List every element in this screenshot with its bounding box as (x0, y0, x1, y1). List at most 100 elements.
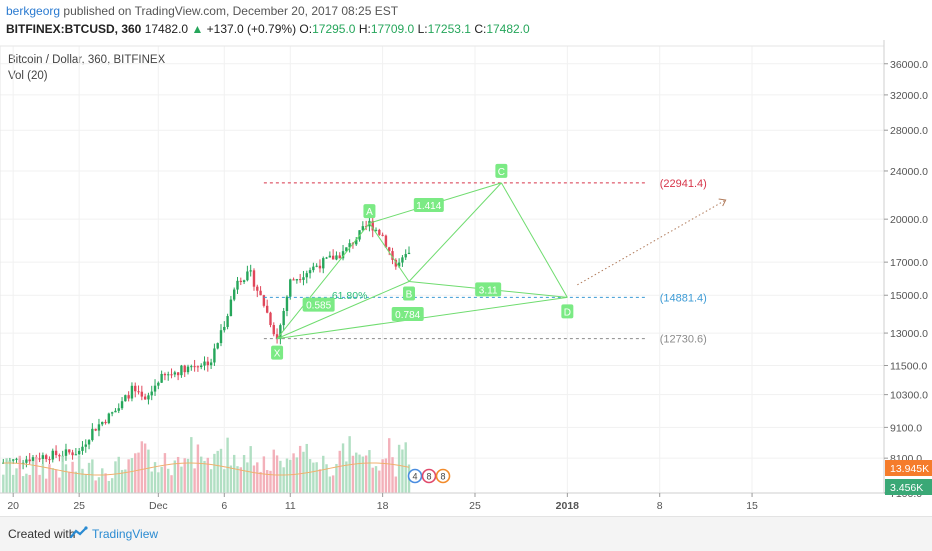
symbol-label[interactable]: BITFINEX:BTCUSD, 360 (6, 22, 142, 36)
candle-body (259, 290, 262, 296)
volume-bar (117, 456, 120, 493)
candle-body (328, 255, 332, 258)
candle-body (371, 220, 374, 231)
volume-event-digit: 8 (441, 472, 446, 482)
pattern-point-marker (561, 304, 574, 319)
publish-info: published on TradingView.com, December 2… (63, 4, 399, 18)
candle-body (246, 271, 249, 281)
candle-body (54, 450, 58, 456)
volume-bar (25, 473, 28, 493)
candle-body (262, 295, 266, 306)
candle-body (134, 385, 137, 392)
price-chart[interactable]: (22941.4) (14881.4) (12730.6) X A B C D 1.414 61.… (0, 40, 932, 516)
candle-body (11, 459, 15, 461)
candle-body (209, 362, 213, 366)
candle-body (203, 361, 206, 366)
author-link[interactable]: berkgeorg (6, 4, 61, 18)
volume-bar (292, 453, 295, 493)
volume-bar (180, 466, 183, 493)
open-value: 17295.0 (312, 22, 356, 36)
volume-bar (246, 462, 249, 493)
candle-body (21, 462, 25, 464)
volume-bar (21, 476, 25, 493)
pattern-ratio-label: 1.414 (416, 201, 441, 212)
candle-body (120, 401, 124, 409)
volume-bar (110, 478, 114, 493)
chart-header: berkgeorg published on TradingView.com, … (0, 0, 932, 40)
volume-bar (170, 475, 173, 493)
candle-body (394, 259, 398, 267)
candle-body (269, 312, 272, 326)
candle-body (25, 459, 28, 463)
candle-body (140, 391, 144, 397)
candle-body (124, 395, 127, 402)
candle-body (374, 229, 378, 231)
candle-body (322, 258, 325, 269)
candle-body (282, 311, 285, 326)
ohlc-line: BITFINEX:BTCUSD, 360 17482.0 ▲ +137.0 (+… (6, 22, 530, 36)
y-tick-label: 24000.0 (890, 166, 928, 178)
candle-body (355, 239, 358, 245)
volume-bar (124, 469, 127, 493)
candle-body (219, 330, 223, 344)
candle-body (110, 412, 114, 414)
candle-body (28, 459, 31, 462)
pattern-point-label: A (366, 207, 373, 218)
tradingview-brand-link[interactable]: TradingView (92, 527, 159, 541)
volume-bar (256, 462, 259, 493)
volume-bar (11, 474, 15, 493)
volume-bar (51, 468, 54, 493)
candle-body (167, 374, 170, 376)
volume-bar (74, 471, 78, 493)
volume-bar (361, 456, 365, 493)
pattern-ratio-label: 0.585 (306, 301, 331, 312)
candle-body (213, 348, 216, 363)
volume-bar (203, 460, 206, 493)
candle-body (331, 255, 335, 260)
candle-body (229, 299, 233, 317)
volume-bar (200, 456, 203, 493)
volume-event-icon (421, 468, 437, 484)
volume-bar (305, 443, 308, 493)
pattern-point-label: C (498, 167, 505, 178)
candle-body (101, 421, 104, 425)
volume-bar (219, 448, 223, 493)
candle-body (345, 247, 348, 252)
volume-bar (206, 457, 210, 493)
candle-body (48, 459, 51, 461)
volume-bar (216, 450, 219, 493)
volume-bar (8, 460, 12, 493)
candle-body (107, 413, 111, 424)
volume-bar (298, 445, 302, 493)
volume-bar (31, 460, 35, 493)
volume-bar (249, 446, 252, 493)
candle-body (186, 366, 190, 373)
y-tick-label: 9100.0 (890, 422, 922, 434)
volume-bar (295, 457, 299, 493)
volume-bar (104, 473, 107, 493)
candle-body (381, 234, 384, 236)
candle-body (190, 366, 193, 368)
volume-bar (364, 455, 368, 493)
candle-body (180, 365, 183, 376)
candle-body (81, 446, 84, 451)
candle-body (361, 226, 365, 231)
candle-body (31, 457, 35, 462)
y-tick-label: 28000.0 (890, 125, 928, 137)
volume-ma-line (3, 462, 410, 476)
y-tick-label: 20000.0 (890, 214, 928, 226)
volume-bar (388, 438, 391, 493)
candle-body (94, 428, 97, 431)
volume-bar (236, 466, 239, 493)
candle-body (407, 252, 411, 255)
open-label: O: (299, 22, 313, 36)
candle-body (157, 382, 160, 386)
volume-bar (378, 470, 381, 493)
candle-body (153, 385, 157, 392)
pattern-point-label: X (274, 349, 281, 360)
y-tick-label: 15000.0 (890, 290, 928, 302)
volume-bar (355, 452, 358, 493)
candle-body (183, 365, 186, 373)
candle-body (137, 391, 140, 393)
volume-bar (331, 475, 335, 493)
